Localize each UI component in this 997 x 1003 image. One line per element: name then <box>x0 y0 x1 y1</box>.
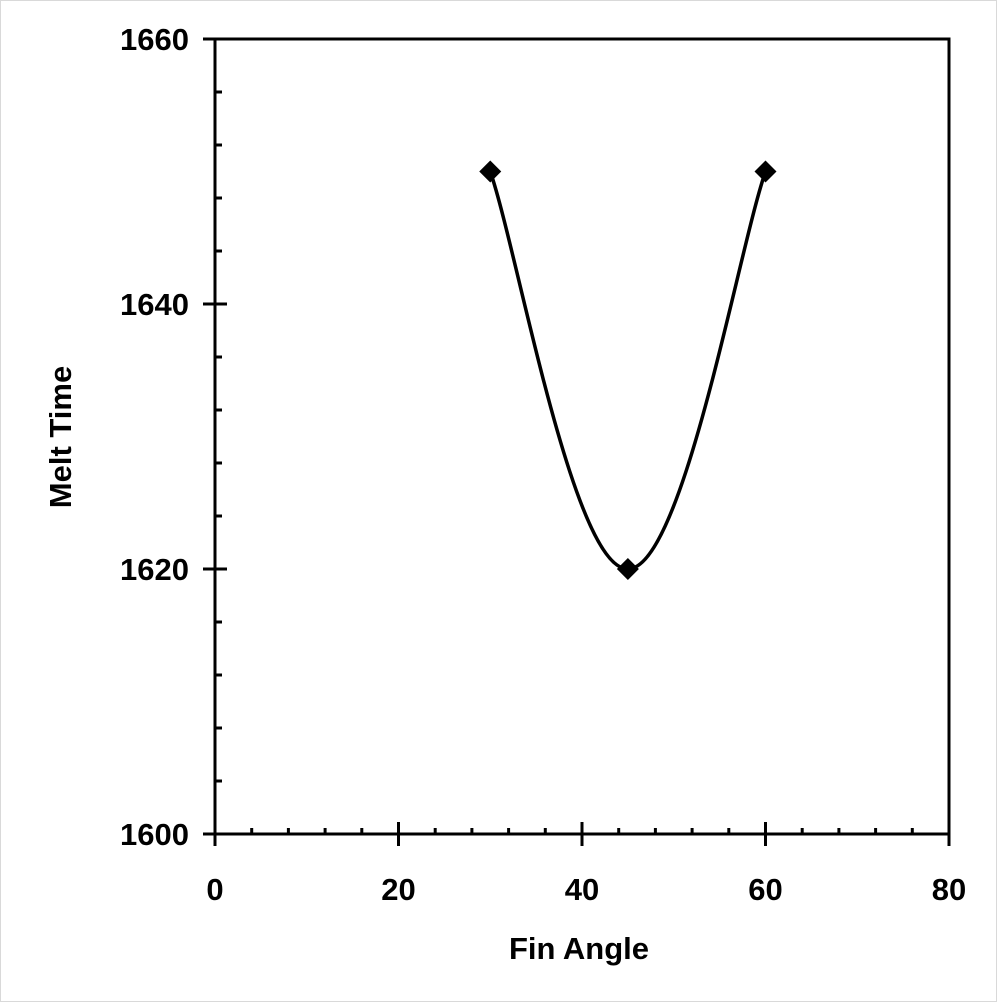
x-tick-label: 40 <box>565 872 599 907</box>
y-tick-label: 1600 <box>120 817 189 852</box>
data-point-diamond <box>754 160 777 183</box>
x-axis-title: Fin Angle <box>509 931 649 966</box>
x-tick-label: 20 <box>381 872 415 907</box>
y-tick-label: 1640 <box>120 287 189 322</box>
y-tick-labels: 1600 1620 1640 1660 <box>120 22 189 852</box>
data-markers <box>479 160 777 580</box>
series-curve <box>488 170 768 571</box>
x-tick-label: 60 <box>748 872 782 907</box>
y-tick-label: 1660 <box>120 22 189 57</box>
minor-ticks <box>213 37 951 836</box>
data-point-diamond <box>479 160 502 183</box>
x-tick-labels: 0 20 40 60 80 <box>206 872 966 907</box>
y-axis-title: Melt Time <box>43 366 78 508</box>
x-tick-label: 80 <box>932 872 966 907</box>
y-tick-label: 1620 <box>120 552 189 587</box>
major-ticks <box>203 37 951 846</box>
data-point-diamond <box>616 558 639 580</box>
x-tick-label: 0 <box>206 872 223 907</box>
plot-frame <box>213 37 951 836</box>
